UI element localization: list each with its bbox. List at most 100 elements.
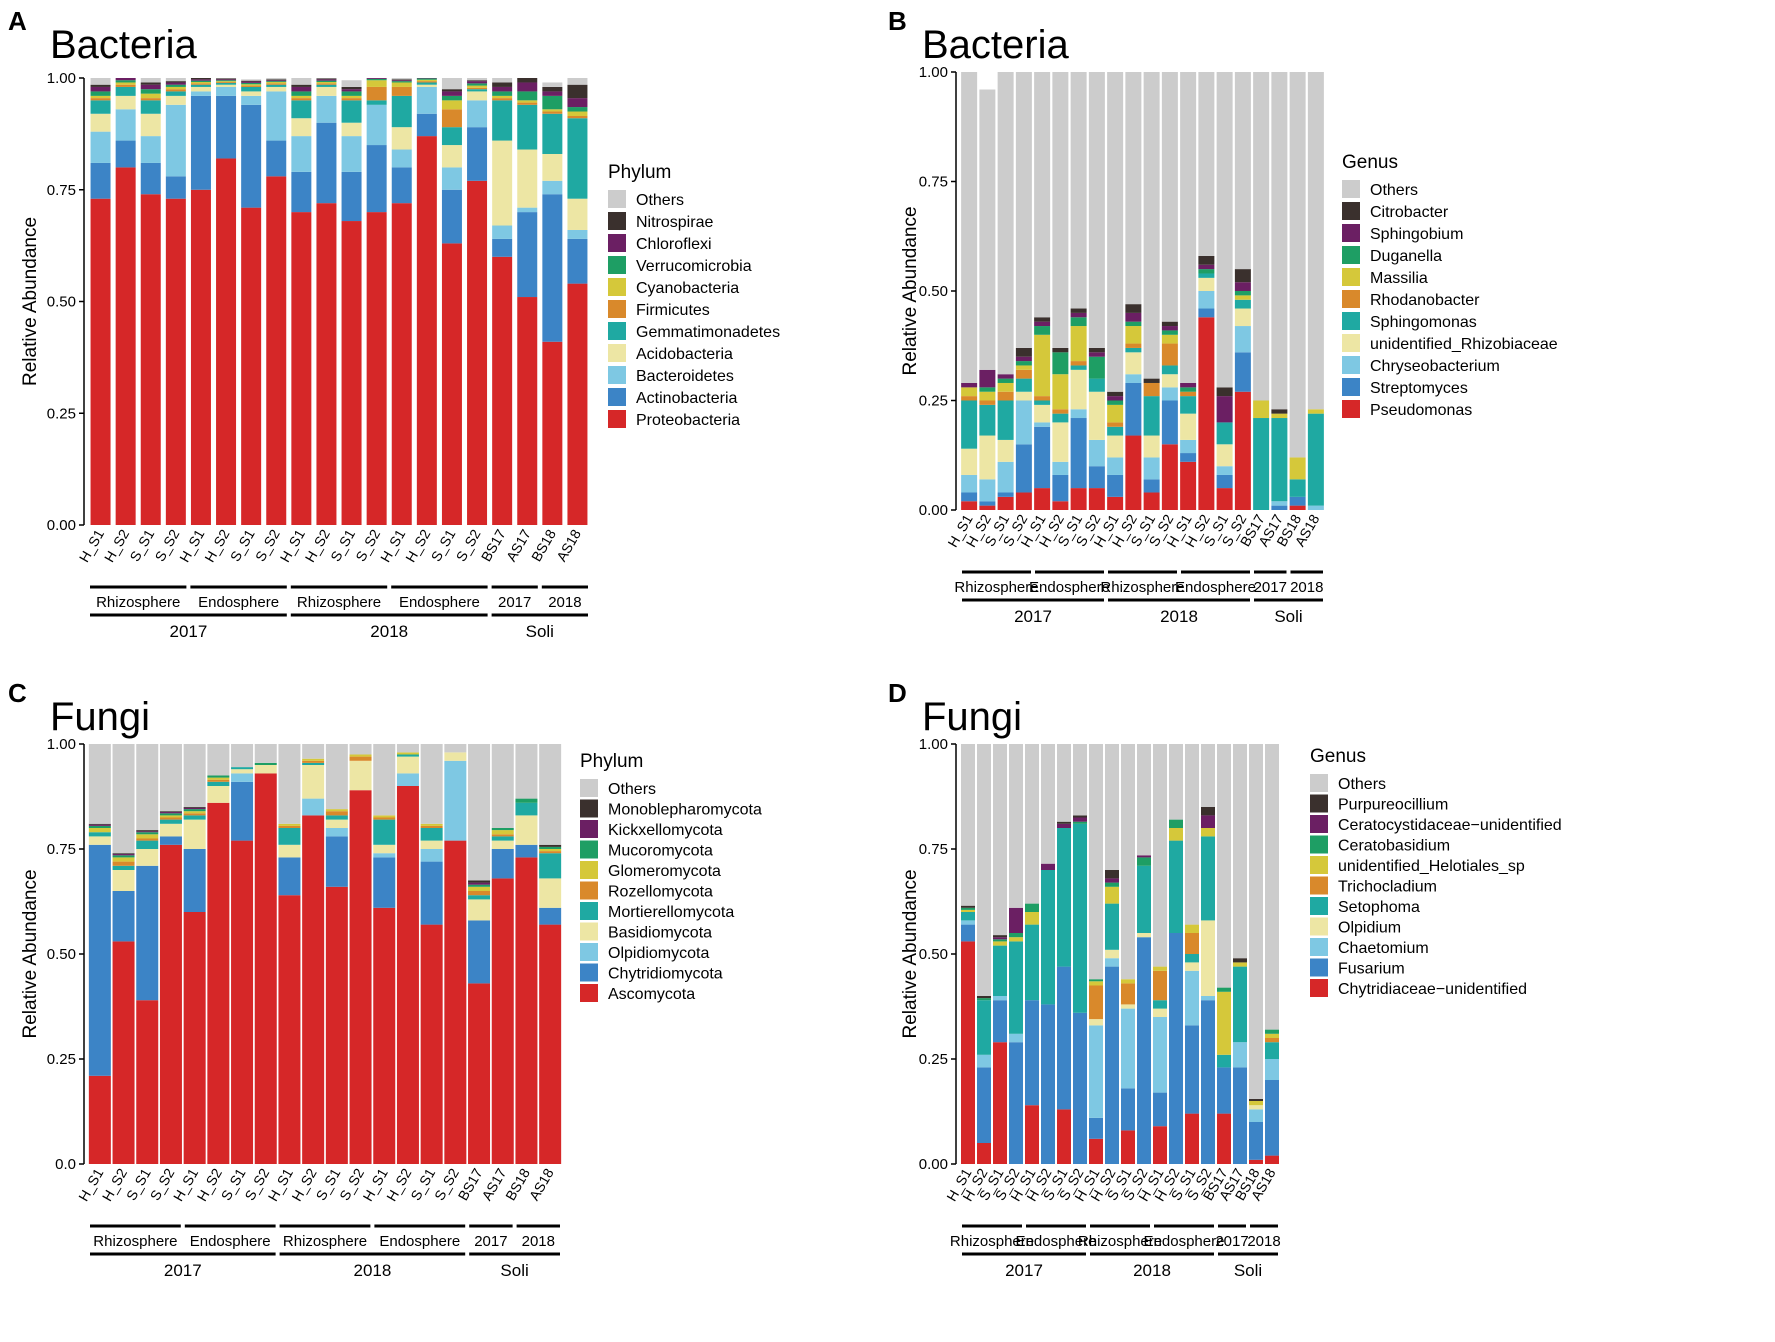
bar-segment [1071,365,1087,369]
legend-label: Ceratocystidaceae−unidentified [1338,817,1562,834]
bar-segment [373,845,395,853]
bar-segment [467,78,487,80]
legend-label: Monoblepharomycota [608,802,762,819]
bar-segment [1016,444,1032,492]
bar-segment [961,396,977,400]
bar-segment [397,752,419,754]
bar-segment [241,105,261,208]
bar-segment [89,744,111,824]
bar-segment [492,226,512,239]
bar-segment [517,78,537,82]
bar-segment [1144,396,1160,435]
y-tick-label: 0.50 [47,294,76,311]
bar-segment [993,744,1007,935]
bar-segment [468,887,490,891]
bar-segment [89,825,111,826]
chart-title: Fungi [922,695,1022,739]
bar-segment [350,757,372,761]
bar-segment [1185,925,1199,933]
bar-segment [1271,418,1287,501]
bar-segment [291,96,311,98]
bar-segment [1201,920,1215,996]
bar-segment [567,78,587,85]
bar-segment [350,790,372,1164]
bar-segment [316,78,336,79]
bar-segment [160,812,182,813]
bar-segment [1217,72,1233,387]
bar-segment [291,136,311,172]
bar-segment [266,85,286,87]
bar-segment [1089,986,1103,1020]
bar-segment [291,212,311,525]
bar-segment [467,127,487,181]
bar-segment [1107,457,1123,475]
bar-segment [1162,322,1178,326]
bar-segment [350,744,372,755]
bar-segment [89,845,111,1076]
bar-segment [1057,824,1071,828]
bar-segment [961,449,977,475]
bar-segment [241,81,261,82]
legend-label: Rozellomycota [608,884,713,901]
legend-label: unidentified_Rhizobiaceae [1370,336,1558,353]
legend-label: Others [1338,776,1386,793]
bar-segment [517,150,537,208]
bar-segment [191,81,211,82]
bar-segment [373,908,395,1164]
bar-segment [397,773,419,786]
bar-segment [567,284,587,525]
bar-segment [1121,744,1135,979]
bar-segment [492,744,514,828]
panel-letter: A [8,6,27,36]
bar-segment [141,89,161,93]
legend-swatch [608,234,626,252]
bar-segment [1089,488,1105,510]
legend-label: Massilia [1370,270,1428,287]
bar-segment [1137,933,1151,937]
bar-segment [302,799,324,816]
bar-segment [141,100,161,113]
chart-title: Bacteria [922,23,1069,67]
bar-segment [961,908,975,910]
bar-segment [1290,479,1306,497]
legend-label: Chloroflexi [636,236,712,253]
bar-segment [1073,818,1087,822]
bar-segment [492,849,514,878]
bar-segment [1034,317,1050,321]
bar-segment [326,836,348,886]
bar-segment [539,853,561,878]
bar-segment [1198,278,1214,291]
legend-title: Phylum [608,162,671,183]
bar-segment [977,998,991,1000]
bar-segment [342,172,362,221]
bar-segment [1041,1004,1055,1164]
bar-segment [1016,348,1032,357]
bar-segment [517,208,537,212]
bar-segment [241,86,261,87]
legend-swatch [580,779,598,797]
bar-segment [373,815,395,817]
legend-swatch [608,256,626,274]
bar-segment [1057,744,1071,822]
group-label-2: Soli [500,1261,528,1280]
bar-segment [373,853,395,857]
bar-segment [515,857,537,1164]
y-tick-label: 0.00 [919,502,948,519]
bar-segment [1052,414,1068,423]
x-tick-label: S_S1 [227,526,258,564]
group-label-2: 2017 [169,622,207,641]
bar-segment [1217,396,1233,422]
bar-segment [89,832,111,836]
bar-segment [442,78,462,89]
bar-segment [961,401,977,449]
group-label-2: Soli [1234,1261,1262,1280]
legend-label: Chaetomium [1338,940,1429,957]
bar-segment [1217,475,1233,488]
legend-swatch [580,820,598,838]
bar-segment [1265,1042,1279,1059]
bar-segment [567,116,587,118]
bar-segment [342,98,362,100]
bar-segment [1089,72,1105,348]
y-axis-label: Relative Abundance [900,206,921,375]
x-tick-label: S_S1 [428,526,459,564]
